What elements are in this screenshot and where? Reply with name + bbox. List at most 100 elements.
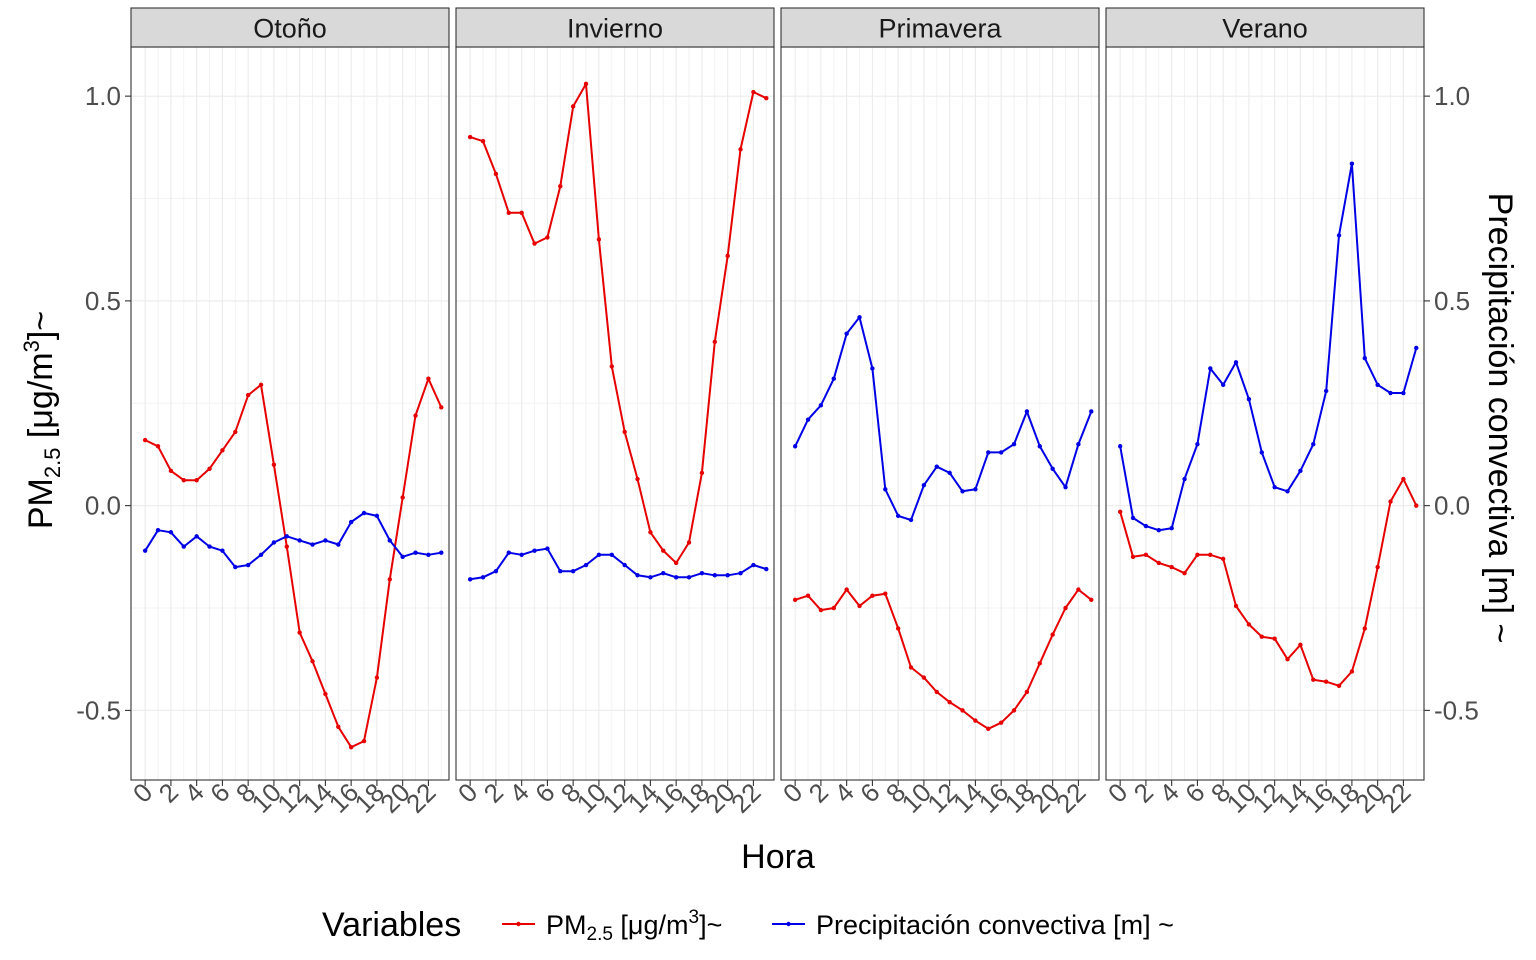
data-point-pm25	[1272, 636, 1277, 641]
data-point-precip	[831, 376, 836, 381]
data-point-precip	[1063, 485, 1068, 490]
data-point-precip	[1246, 396, 1252, 402]
data-point-precip	[1195, 442, 1200, 447]
data-point-pm25	[323, 691, 328, 697]
panels-layer: Otoño0246810121416182022Invierno02468101…	[127, 7, 1425, 819]
x-tick-label: 0	[127, 777, 158, 808]
data-point-pm25	[818, 607, 824, 613]
data-point-precip	[1089, 409, 1094, 414]
right-y-axis: -0.5 0.0 0.5 1.0	[1424, 81, 1479, 725]
x-tick-label: 2	[803, 777, 834, 808]
data-point-pm25	[194, 478, 199, 483]
x-tick-label: 22	[1375, 777, 1417, 819]
data-point-pm25	[857, 603, 862, 609]
data-point-pm25	[168, 468, 174, 474]
data-point-precip	[348, 519, 354, 525]
data-point-precip	[1349, 161, 1355, 166]
data-point-pm25	[310, 659, 315, 664]
right-y-axis-title: Precipitación convectiva [m] ~	[1481, 193, 1519, 644]
data-point-pm25	[545, 235, 550, 240]
data-point-pm25	[1233, 603, 1239, 609]
data-point-precip	[1401, 390, 1406, 396]
data-point-precip	[493, 568, 499, 574]
data-point-precip	[686, 575, 692, 580]
data-point-pm25	[493, 171, 499, 177]
left-y-tick-label: 0.0	[85, 491, 121, 521]
legend-label-precip: Precipitación convectiva [m] ~	[816, 910, 1174, 940]
facet-strip-label: Otoño	[253, 14, 327, 44]
data-point-precip	[764, 566, 769, 572]
data-point-precip	[1311, 442, 1316, 447]
data-point-precip	[622, 562, 627, 568]
data-point-pm25	[220, 448, 225, 453]
data-point-precip	[738, 571, 743, 576]
x-axis-title: Hora	[741, 838, 815, 876]
data-point-precip	[1143, 523, 1149, 529]
data-point-pm25	[648, 530, 653, 535]
data-point-pm25	[558, 184, 563, 189]
data-point-pm25	[764, 95, 769, 101]
data-point-precip	[883, 487, 888, 492]
data-point-precip	[155, 528, 161, 533]
data-point-precip	[233, 564, 238, 570]
data-point-precip	[1208, 366, 1213, 371]
data-point-precip	[934, 464, 939, 469]
facet-strip-label: Verano	[1222, 14, 1308, 44]
legend-key-precip-point	[786, 921, 791, 927]
data-point-pm25	[973, 718, 978, 723]
data-point-precip	[1220, 382, 1226, 388]
data-point-pm25	[519, 210, 524, 216]
data-point-pm25	[831, 605, 836, 611]
data-point-pm25	[792, 597, 798, 603]
data-point-pm25	[622, 429, 627, 435]
data-point-pm25	[1169, 564, 1174, 570]
data-point-pm25	[439, 405, 444, 410]
data-point-precip	[168, 530, 174, 535]
data-point-precip	[519, 552, 524, 557]
data-point-precip	[596, 552, 602, 557]
x-tick-label: 0	[777, 777, 808, 808]
data-point-pm25	[258, 382, 264, 388]
data-point-pm25	[1063, 605, 1068, 611]
right-y-tick-label: 0.5	[1434, 286, 1470, 316]
left-y-axis-title: PM2.5 [μg/m3]~	[19, 311, 65, 529]
data-point-precip	[1375, 382, 1380, 388]
legend-title: Variables	[322, 906, 461, 944]
data-point-pm25	[361, 738, 367, 744]
data-point-precip	[310, 542, 315, 547]
data-point-pm25	[1285, 656, 1290, 662]
data-point-pm25	[1220, 556, 1226, 562]
data-point-pm25	[400, 495, 405, 500]
legend-pm25-sup: 3	[689, 907, 700, 928]
data-point-pm25	[699, 470, 705, 476]
data-point-pm25	[426, 376, 431, 381]
x-tick-label: 4	[503, 777, 534, 808]
data-point-precip	[661, 571, 666, 576]
data-point-precip	[998, 450, 1004, 455]
data-point-pm25	[960, 708, 965, 713]
data-point-precip	[1388, 390, 1393, 396]
legend-label-pm25: PM2.5 [μg/m3]~	[546, 907, 722, 945]
data-point-pm25	[532, 241, 537, 246]
data-point-precip	[725, 573, 730, 578]
legend-pm25-end: ]~	[699, 910, 722, 940]
data-point-precip	[1156, 528, 1161, 533]
data-point-pm25	[1076, 587, 1081, 592]
facet-strip	[130, 7, 450, 48]
data-point-precip	[751, 562, 756, 568]
data-point-pm25	[986, 726, 991, 732]
data-point-pm25	[467, 134, 473, 140]
data-point-precip	[271, 540, 277, 545]
left-y-title-sup: 3	[19, 340, 44, 352]
data-point-precip	[1233, 360, 1239, 365]
data-point-precip	[895, 513, 901, 519]
panel-background	[131, 47, 449, 780]
facet-strip-label: Invierno	[567, 14, 663, 44]
data-point-pm25	[738, 147, 743, 152]
data-point-pm25	[297, 630, 302, 635]
data-point-pm25	[883, 591, 888, 596]
left-y-axis: -0.5 0.0 0.5 1.0	[76, 81, 131, 725]
legend: Variables PM2.5 [μg/m3]~ Precipitación c…	[322, 906, 1174, 945]
